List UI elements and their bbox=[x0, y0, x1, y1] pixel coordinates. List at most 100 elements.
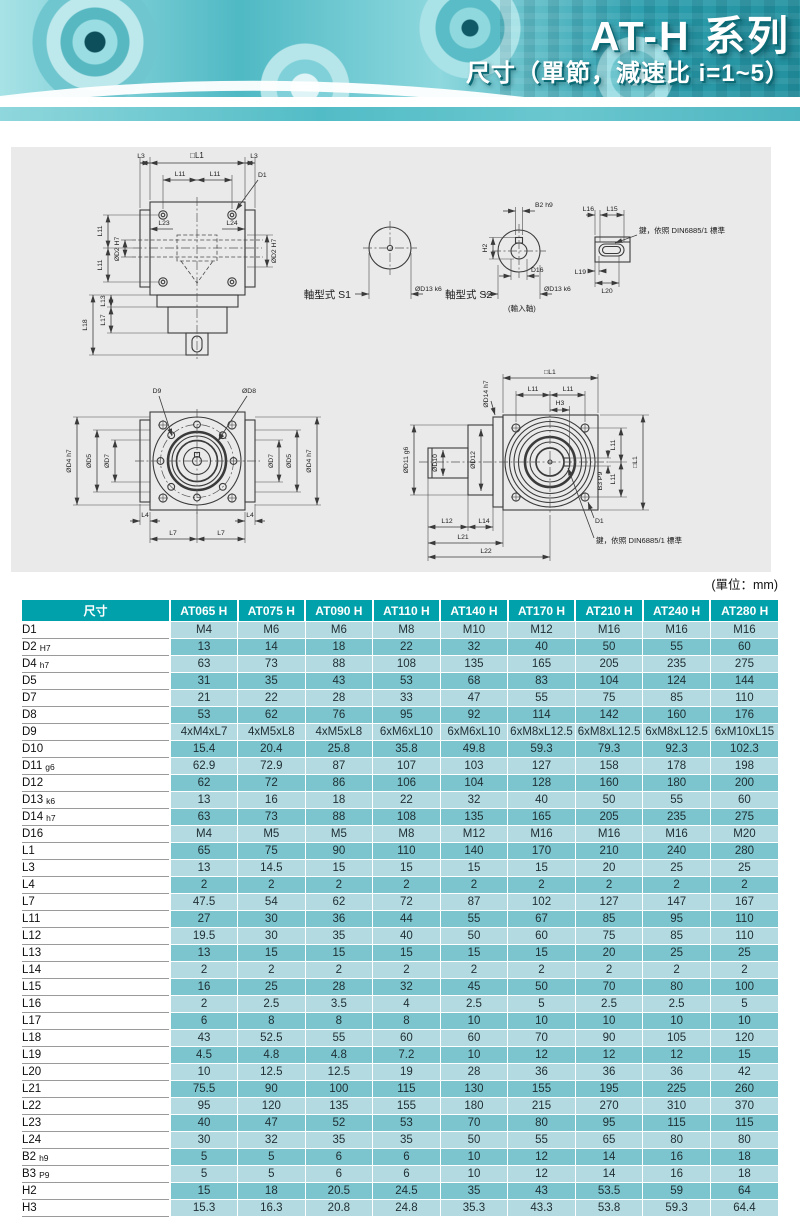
dim-label-l20: L20 bbox=[601, 288, 613, 295]
dimension-label-cell: H3 bbox=[22, 1199, 171, 1217]
value-cell: 50 bbox=[440, 1131, 509, 1149]
dim-label-d2: ØD2 H7 bbox=[271, 239, 278, 264]
table-row: L17 6 8 8 8 10 10 10 10 10 bbox=[22, 1012, 778, 1030]
table-row: L23 40 47 52 53 70 80 95 115 115 bbox=[22, 1114, 778, 1132]
table-row: D1 M4 M6 M6 M8 M10 M12 M16 M16 M16 bbox=[22, 621, 778, 639]
drawing-side-view: ØD14 h7 ØD12 ØD10 ØD11 g6 □L1 L11 L11 H3 bbox=[403, 369, 682, 561]
value-cell: 128 bbox=[507, 774, 576, 792]
value-cell: 110 bbox=[710, 910, 778, 928]
value-cell: 22 bbox=[372, 791, 441, 809]
dim-label-l11: L11 bbox=[563, 386, 574, 393]
drawing-key-detail: L16 L15 鍵，依照 DIN6885/1 標準 L19 L20 bbox=[575, 206, 726, 295]
column-header: AT075 H bbox=[237, 600, 307, 622]
dimension-label-cell: D8 bbox=[22, 706, 171, 724]
value-cell: 107 bbox=[372, 757, 441, 775]
value-cell: 6 bbox=[305, 1148, 374, 1166]
value-cell: 32 bbox=[440, 638, 509, 656]
value-cell: 178 bbox=[642, 757, 711, 775]
value-cell: 14 bbox=[237, 638, 306, 656]
table-header-row: 尺寸 AT065 H AT075 H AT090 H AT110 H AT140 H AT1… bbox=[22, 600, 778, 622]
dimension-label-cell: L15 bbox=[22, 978, 171, 996]
value-cell: 50 bbox=[575, 791, 644, 809]
value-cell: 5 bbox=[710, 995, 778, 1013]
column-header: AT140 H bbox=[440, 600, 509, 622]
value-cell: 2.5 bbox=[642, 995, 711, 1013]
dim-label-l7: L7 bbox=[217, 530, 225, 537]
value-cell: 10 bbox=[440, 1148, 509, 1166]
value-cell: 12 bbox=[575, 1046, 644, 1064]
dim-label-l3: L3 bbox=[137, 153, 145, 160]
value-cell: 21 bbox=[170, 689, 239, 707]
value-cell: 15 bbox=[237, 944, 306, 962]
value-cell: 70 bbox=[507, 1029, 576, 1047]
value-cell: 63 bbox=[170, 808, 239, 826]
value-cell: 2 bbox=[440, 961, 509, 979]
value-cell: 10 bbox=[575, 1012, 644, 1030]
dimension-label-cell: L22 bbox=[22, 1097, 171, 1115]
value-cell: 2 bbox=[575, 876, 644, 894]
dimension-label-cell: B3 P9 bbox=[22, 1165, 171, 1183]
value-cell: 35 bbox=[372, 1131, 441, 1149]
table-row: L15 16 25 28 32 45 50 70 80 100 bbox=[22, 978, 778, 996]
value-cell: 100 bbox=[710, 978, 778, 996]
value-cell: 31 bbox=[170, 672, 239, 690]
value-cell: 47 bbox=[440, 689, 509, 707]
value-cell: 6xM10xL15 bbox=[710, 723, 778, 741]
value-cell: 35 bbox=[237, 672, 306, 690]
value-cell: 10 bbox=[170, 1063, 239, 1081]
dim-label-l4: L4 bbox=[141, 512, 149, 519]
value-cell: 115 bbox=[642, 1114, 711, 1132]
value-cell: 6xM8xL12.5 bbox=[507, 723, 576, 741]
dimension-label-cell: H2 bbox=[22, 1182, 171, 1200]
column-header: AT110 H bbox=[372, 600, 442, 622]
value-cell: 15 bbox=[507, 944, 576, 962]
value-cell: 2 bbox=[507, 876, 576, 894]
value-cell: 25 bbox=[237, 978, 306, 996]
value-cell: 80 bbox=[642, 1131, 711, 1149]
column-header: AT240 H bbox=[642, 600, 712, 622]
value-cell: 20 bbox=[575, 944, 644, 962]
dim-label-l24: L24 bbox=[226, 220, 238, 227]
value-cell: 55 bbox=[305, 1029, 374, 1047]
value-cell: 14 bbox=[575, 1148, 644, 1166]
dim-label-d14: ØD14 h7 bbox=[483, 380, 490, 407]
value-cell: 60 bbox=[440, 1029, 509, 1047]
dimensions-table-wrap: 尺寸 AT065 H AT075 H AT090 H AT110 H AT140 H AT1… bbox=[22, 600, 778, 1217]
value-cell: 12 bbox=[642, 1046, 711, 1064]
value-cell: 30 bbox=[237, 927, 306, 945]
dimension-label-cell: L18 bbox=[22, 1029, 171, 1047]
value-cell: 13 bbox=[170, 638, 239, 656]
value-cell: 64 bbox=[710, 1182, 778, 1200]
page-title: AT-H 系列 bbox=[589, 13, 790, 59]
value-cell: 85 bbox=[575, 910, 644, 928]
value-cell: 62 bbox=[237, 706, 306, 724]
value-cell: 4.5 bbox=[170, 1046, 239, 1064]
value-cell: 43 bbox=[170, 1029, 239, 1047]
value-cell: 54 bbox=[237, 893, 306, 911]
value-cell: 40 bbox=[507, 638, 576, 656]
value-cell: 10 bbox=[440, 1165, 509, 1183]
table-row: L21 75.5 90 100 115 130 155 195 225 260 bbox=[22, 1080, 778, 1098]
value-cell: 59 bbox=[642, 1182, 711, 1200]
column-header: AT170 H bbox=[507, 600, 577, 622]
value-cell: 15 bbox=[440, 859, 509, 877]
value-cell: 95 bbox=[575, 1114, 644, 1132]
dimension-label-cell: L16 bbox=[22, 995, 171, 1013]
value-cell: 73 bbox=[237, 808, 306, 826]
value-cell: 20.8 bbox=[305, 1199, 374, 1217]
value-cell: 12 bbox=[507, 1046, 576, 1064]
dimension-label-cell: L24 bbox=[22, 1131, 171, 1149]
value-cell: 2 bbox=[170, 995, 239, 1013]
dim-label-d10: ØD10 bbox=[432, 454, 439, 472]
value-cell: 90 bbox=[305, 842, 374, 860]
value-cell: 180 bbox=[440, 1097, 509, 1115]
value-cell: 70 bbox=[440, 1114, 509, 1132]
dim-label-d13: ØD13 k6 bbox=[544, 286, 571, 293]
value-cell: 75 bbox=[237, 842, 306, 860]
value-cell: 30 bbox=[237, 910, 306, 928]
dim-label-l18: L18 bbox=[82, 319, 89, 331]
dim-label-b2: B2 h9 bbox=[535, 202, 553, 209]
value-cell: 19.5 bbox=[170, 927, 239, 945]
value-cell: 12.5 bbox=[237, 1063, 306, 1081]
value-cell: 2 bbox=[372, 961, 441, 979]
